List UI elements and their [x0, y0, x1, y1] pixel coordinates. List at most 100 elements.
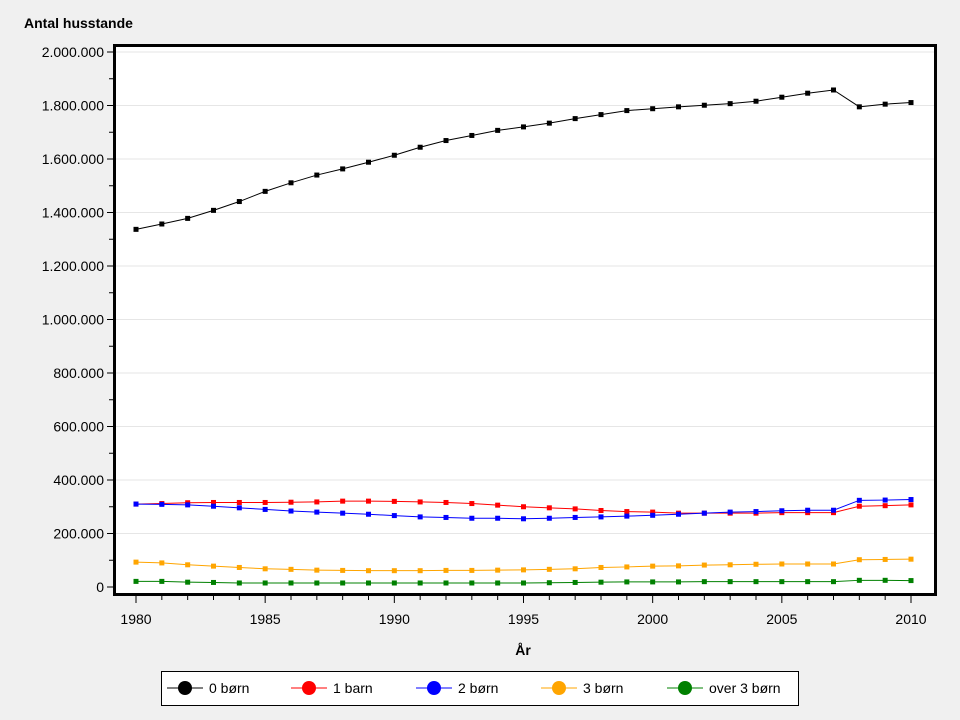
x-tick-label: 2005: [766, 611, 797, 627]
y-tick-label: 1.000.000: [42, 312, 104, 328]
x-axis-label: År: [515, 642, 531, 658]
data-point: [340, 166, 346, 172]
data-point: [443, 514, 449, 520]
data-point: [521, 504, 526, 510]
data-point: [908, 556, 914, 562]
y-tick-label: 1.600.000: [42, 151, 104, 167]
data-point: [727, 509, 733, 515]
legend-item: over 3 børn: [667, 680, 781, 696]
data-point: [495, 515, 501, 521]
data-point: [236, 564, 242, 570]
series-0: [133, 87, 914, 232]
data-point: [185, 502, 191, 508]
data-point: [417, 568, 423, 574]
data-point: [650, 512, 656, 518]
data-point: [391, 568, 397, 574]
data-point: [753, 509, 759, 515]
data-point: [262, 580, 268, 586]
data-point: [624, 509, 630, 515]
data-point: [469, 132, 475, 138]
data-point: [831, 579, 836, 585]
data-point: [856, 503, 862, 509]
data-point: [779, 579, 785, 585]
data-point: [624, 579, 630, 585]
data-point: [676, 579, 681, 585]
data-point: [701, 102, 707, 108]
data-point: [469, 567, 475, 573]
y-tick-label: 400.000: [53, 472, 104, 488]
data-point: [133, 559, 139, 565]
data-point: [185, 215, 191, 221]
y-tick-label: 2.000.000: [42, 44, 104, 60]
y-tick-label: 600.000: [53, 419, 104, 435]
data-point: [805, 90, 811, 96]
data-point: [831, 561, 836, 567]
data-point: [495, 502, 501, 508]
data-point: [133, 226, 139, 232]
data-point: [805, 561, 811, 567]
data-point: [417, 580, 423, 586]
data-point: [908, 578, 914, 584]
data-point: [546, 515, 552, 521]
data-point: [211, 563, 216, 569]
data-point: [211, 579, 216, 585]
legend-marker: [178, 681, 192, 695]
data-point: [159, 221, 165, 227]
data-point: [469, 580, 475, 586]
data-point: [288, 508, 294, 514]
data-point: [521, 124, 526, 130]
data-point: [495, 580, 501, 586]
data-point: [236, 580, 242, 586]
data-point: [779, 561, 785, 567]
data-point: [340, 567, 346, 573]
data-point: [391, 513, 397, 519]
data-point: [831, 507, 836, 513]
data-point: [546, 505, 552, 511]
data-point: [185, 562, 191, 568]
legend-marker: [302, 681, 316, 695]
legend-item: 2 børn: [416, 680, 498, 696]
y-tick-label: 1.400.000: [42, 205, 104, 221]
data-point: [443, 138, 449, 144]
data-point: [288, 499, 294, 505]
data-point: [262, 506, 268, 512]
data-point: [314, 567, 320, 573]
data-point: [546, 120, 552, 126]
data-point: [417, 499, 423, 505]
data-point: [340, 498, 346, 504]
data-point: [236, 199, 242, 205]
grid-lines: [116, 51, 934, 534]
data-point: [908, 502, 914, 508]
data-point: [236, 505, 242, 511]
data-point: [366, 498, 371, 504]
series-2: [133, 497, 914, 522]
y-tick-label: 800.000: [53, 365, 104, 381]
data-point: [159, 501, 165, 507]
data-point: [288, 180, 294, 186]
data-point: [340, 510, 346, 516]
x-tick-label: 1980: [120, 611, 151, 627]
data-point: [262, 499, 268, 505]
data-point: [650, 509, 656, 515]
data-point: [676, 563, 681, 569]
data-point: [805, 579, 811, 585]
data-point: [831, 87, 836, 93]
data-point: [469, 501, 475, 507]
y-axis: 0 200.000 400.000 600.000 800.000 1.000.000 1.…: [42, 44, 113, 595]
data-point: [443, 580, 449, 586]
y-tick-label: 0: [96, 579, 104, 595]
data-point: [211, 503, 216, 509]
data-point: [676, 104, 681, 110]
data-point: [753, 98, 759, 104]
data-point: [779, 508, 785, 514]
data-point: [521, 516, 526, 522]
data-point: [908, 100, 914, 106]
data-point: [856, 577, 862, 583]
data-point: [572, 514, 578, 520]
data-point: [495, 127, 501, 133]
data-point: [288, 580, 294, 586]
data-point: [159, 560, 165, 566]
data-point: [727, 101, 733, 107]
data-point: [701, 510, 707, 516]
y-tick-label: 1.800.000: [42, 98, 104, 114]
